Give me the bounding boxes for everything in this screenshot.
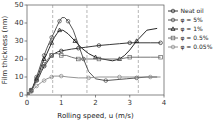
x-tick bbox=[61, 95, 62, 98]
y-tick-label: 30 bbox=[15, 37, 24, 45]
legend-swatch bbox=[168, 20, 178, 21]
y-tick bbox=[25, 77, 28, 78]
legend-marker bbox=[171, 27, 175, 31]
x-axis-label: Rolling speed, u (m/s) bbox=[57, 112, 134, 120]
series-marker bbox=[27, 93, 29, 95]
legend-label: φ = 0.5% bbox=[181, 34, 209, 42]
series-marker bbox=[50, 36, 54, 40]
series-marker bbox=[58, 19, 62, 23]
legend-label: φ = 0.05% bbox=[181, 43, 213, 51]
legend-swatch bbox=[168, 38, 178, 39]
series-marker bbox=[97, 44, 101, 48]
series-marker bbox=[128, 41, 132, 45]
background bbox=[0, 0, 219, 120]
series-marker bbox=[29, 90, 33, 94]
series-marker bbox=[50, 41, 54, 45]
legend-swatch bbox=[168, 11, 178, 12]
series-marker bbox=[128, 55, 132, 59]
series-marker bbox=[50, 75, 54, 79]
x-tick-label: 4 bbox=[162, 99, 167, 107]
series-marker bbox=[159, 41, 163, 45]
x-tick-label: 0 bbox=[25, 99, 29, 107]
series-marker bbox=[35, 84, 39, 88]
legend-marker bbox=[171, 18, 175, 22]
series-line bbox=[28, 18, 157, 95]
legend-label: Neat oil bbox=[181, 7, 204, 14]
y-tick bbox=[25, 59, 28, 60]
series-marker bbox=[66, 19, 70, 23]
series-marker bbox=[59, 49, 63, 53]
x-tick bbox=[164, 95, 165, 98]
series-marker bbox=[42, 57, 46, 61]
series-marker bbox=[42, 79, 46, 83]
legend: Neat oil φ = 5%φ = 1%φ = 0.5%φ = 0.05% bbox=[168, 7, 213, 51]
y-tick bbox=[25, 95, 28, 96]
legend-swatch bbox=[168, 47, 178, 48]
x-tick-label: 1 bbox=[59, 99, 63, 107]
series-marker bbox=[58, 28, 62, 32]
legend-marker bbox=[171, 36, 175, 40]
reference-line bbox=[52, 5, 53, 95]
series-marker bbox=[104, 79, 108, 83]
plot-frame bbox=[27, 5, 164, 95]
y-tick bbox=[25, 5, 28, 6]
series-marker bbox=[77, 57, 81, 61]
series-marker bbox=[159, 55, 163, 59]
series-line bbox=[28, 76, 161, 95]
y-tick-label: 50 bbox=[15, 1, 24, 9]
x-tick bbox=[129, 95, 130, 98]
legend-label: φ = 1% bbox=[181, 25, 204, 33]
series-marker bbox=[73, 39, 77, 43]
legend-label: φ = 5% bbox=[181, 16, 204, 24]
plot-area bbox=[27, 5, 162, 95]
series-marker bbox=[59, 54, 63, 58]
series-marker bbox=[149, 75, 153, 79]
y-tick-label: 0 bbox=[19, 91, 23, 99]
x-tick-label: 3 bbox=[128, 99, 132, 107]
legend-marker bbox=[171, 9, 175, 13]
x-tick-label: 2 bbox=[93, 99, 97, 107]
series-marker bbox=[42, 63, 46, 67]
series-line bbox=[28, 28, 157, 94]
y-tick-label: 20 bbox=[15, 55, 24, 63]
series-line bbox=[28, 43, 161, 95]
legend-swatch bbox=[168, 29, 178, 30]
y-tick bbox=[25, 23, 28, 24]
reference-line bbox=[138, 5, 139, 95]
series-marker bbox=[50, 54, 54, 58]
y-axis-label: Film thickness (nm) bbox=[1, 16, 9, 85]
y-tick-label: 10 bbox=[15, 73, 24, 81]
series-marker bbox=[118, 75, 122, 79]
series-marker bbox=[87, 76, 91, 80]
series-line bbox=[28, 54, 161, 95]
series-marker bbox=[135, 39, 139, 43]
series-marker bbox=[35, 78, 39, 82]
y-tick-label: 40 bbox=[15, 19, 24, 27]
x-tick bbox=[95, 95, 96, 98]
y-tick bbox=[25, 41, 28, 42]
series-marker bbox=[97, 57, 101, 61]
reference-line bbox=[86, 5, 87, 95]
x-tick bbox=[27, 95, 28, 98]
legend-marker bbox=[171, 45, 175, 49]
series-marker bbox=[59, 74, 63, 78]
chart: 0123401020304050Rolling speed, u (m/s)Fi… bbox=[0, 0, 219, 120]
